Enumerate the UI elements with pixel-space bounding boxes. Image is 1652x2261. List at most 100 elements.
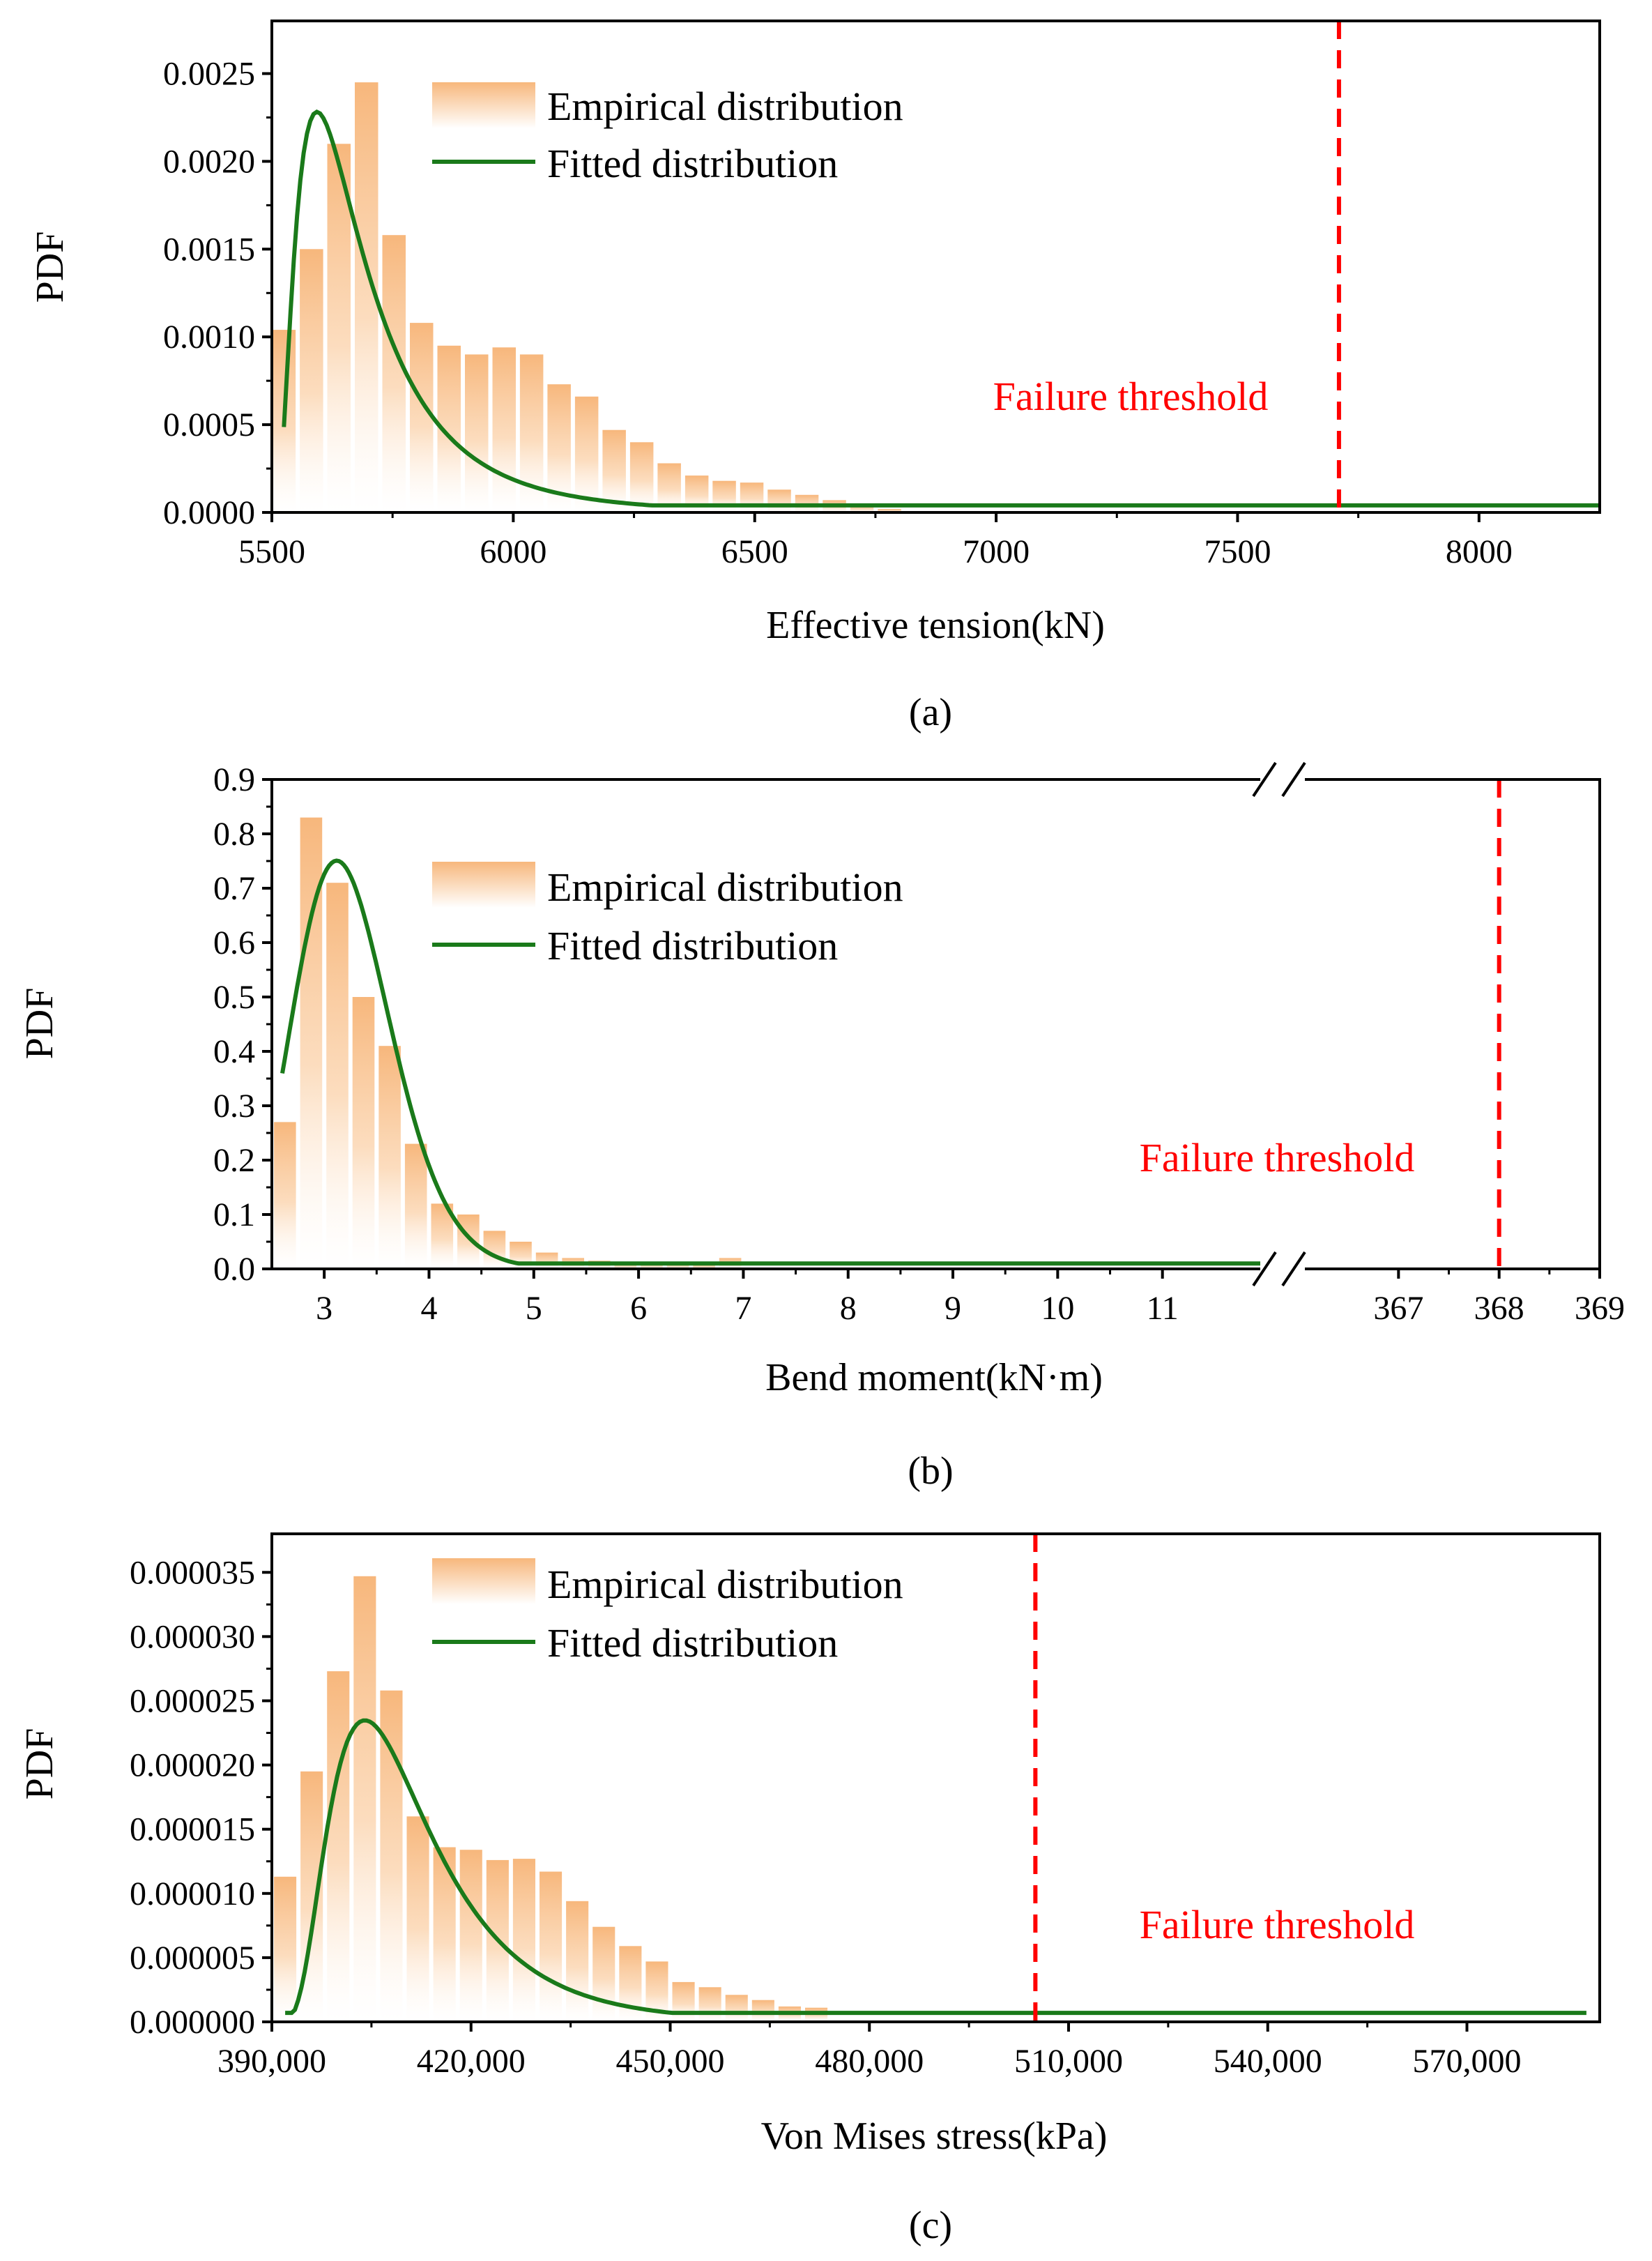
legend-empirical-label: Empirical distribution: [547, 865, 903, 910]
legend-empirical-swatch: [432, 862, 535, 908]
histogram-bar: [353, 1576, 376, 2022]
legend-empirical-label: Empirical distribution: [547, 84, 903, 129]
panel-b-ylabel: PDF: [18, 988, 61, 1060]
panel-a-caption: (a): [909, 691, 952, 734]
histogram-bar: [465, 354, 489, 512]
x-tick-label: 11: [1147, 1290, 1179, 1327]
histogram-bar: [404, 1143, 427, 1269]
panel-a-threshold-label: Failure threshold: [993, 374, 1269, 419]
panel-b-axis-break: [1252, 761, 1306, 1287]
y-tick-label: 0.3: [213, 1088, 255, 1125]
x-tick-label: 540,000: [1214, 2043, 1322, 2080]
legend-empirical-swatch: [432, 82, 535, 128]
y-tick-label: 0.000035: [130, 1554, 255, 1591]
panel-a-x-ticks: 5500 6000 6500 7000 7500 8000: [238, 512, 1513, 570]
histogram-bar: [459, 1850, 482, 2022]
panel-c-xlabel: Von Mises stress(kPa): [761, 2115, 1108, 2158]
panel-a-fitted-curve: [282, 109, 1600, 508]
x-tick-label: 368: [1474, 1290, 1524, 1327]
legend-fitted-label: Fitted distribution: [547, 1620, 838, 1666]
panel-a-y-ticks: 0.0000 0.0005 0.0010 0.0015 0.0020 0.0025: [163, 56, 272, 531]
x-tick-label: 6500: [721, 533, 788, 570]
legend-empirical-label: Empirical distribution: [547, 1562, 903, 1607]
x-tick-label: 390,000: [217, 2043, 326, 2080]
x-tick-label: 369: [1575, 1290, 1625, 1327]
x-tick-label: 4: [420, 1290, 437, 1327]
panel-b-caption: (b): [908, 1449, 953, 1493]
panel-b-fitted-curve: [280, 858, 1267, 1266]
x-tick-label: 5500: [238, 533, 305, 570]
histogram-bar: [535, 1252, 558, 1269]
y-tick-label: 0.000005: [130, 1940, 255, 1977]
panel-c-y-ticks: 0.000000 0.000005 0.000010 0.000015 0.000020…: [130, 1554, 272, 2041]
legend-empirical-swatch: [432, 1558, 535, 1604]
x-tick-label: 6000: [480, 533, 546, 570]
histogram-bar: [566, 1901, 589, 2022]
histogram-bar: [410, 323, 434, 512]
y-tick-label: 0.0005: [163, 406, 255, 443]
histogram-bar: [740, 482, 764, 512]
x-tick-label: 3: [316, 1290, 332, 1327]
panel-c-x-ticks: 390,000 420,000 450,000 480,000 510,000 540,0…: [217, 2022, 1522, 2080]
histogram-bar: [512, 1859, 535, 2022]
panel-c-ylabel: PDF: [18, 1728, 61, 1800]
y-tick-label: 0.0015: [163, 231, 255, 268]
x-tick-label: 7: [735, 1290, 751, 1327]
histogram-bar: [602, 429, 626, 512]
y-tick-label: 0.000025: [130, 1682, 255, 1719]
x-tick-label: 420,000: [417, 2043, 526, 2080]
histogram-bar: [712, 480, 736, 512]
panel-a-xlabel: Effective tension(kN): [766, 604, 1105, 647]
y-tick-label: 0.5: [213, 979, 255, 1016]
histogram-bar: [725, 1995, 748, 2022]
histogram-bar: [300, 249, 323, 512]
y-tick-label: 0.0000: [163, 494, 255, 531]
y-tick-label: 0.000000: [130, 2004, 255, 2041]
panel-a: 0.0000 0.0005 0.0010 0.0015 0.0020 0.0025 550…: [29, 20, 1601, 734]
histogram-bar: [850, 505, 874, 512]
y-tick-label: 0.0: [213, 1251, 255, 1288]
panel-b: 0.0 0.1 0.2 0.3 0.4 0.5 0.6 0.7 0.8 0.9 3 4 5 6 7 8 9 10…: [18, 761, 1625, 1493]
panel-c-bars: [274, 1576, 828, 2022]
x-tick-label: 6: [630, 1290, 647, 1327]
histogram-bar: [327, 1671, 350, 2022]
y-tick-label: 0.000010: [130, 1875, 255, 1912]
y-tick-label: 0.9: [213, 761, 255, 798]
histogram-bar: [274, 1876, 297, 2022]
x-tick-label: 7000: [963, 533, 1030, 570]
panel-c-fitted-curve: [285, 1718, 1586, 2016]
histogram-bar: [406, 1816, 429, 2022]
panel-c-plot-frame: [270, 1532, 1601, 2023]
x-tick-label: 480,000: [815, 2043, 924, 2080]
y-tick-label: 0.7: [213, 870, 255, 907]
x-tick-label: 510,000: [1014, 2043, 1123, 2080]
x-tick-label: 5: [526, 1290, 542, 1327]
panel-b-legend: Empirical distribution Fitted distributi…: [432, 862, 903, 968]
x-tick-label: 9: [944, 1290, 961, 1327]
panel-c-legend: Empirical distribution Fitted distributi…: [432, 1558, 903, 1666]
histogram-bar: [492, 347, 516, 512]
y-tick-label: 0.2: [213, 1142, 255, 1179]
legend-fitted-label: Fitted distribution: [547, 923, 838, 968]
histogram-bar: [592, 1926, 615, 2022]
histogram-bar: [274, 1122, 296, 1269]
panel-b-plot-frame: [270, 778, 1601, 1270]
histogram-bar: [666, 1263, 689, 1269]
legend-fitted-label: Fitted distribution: [547, 141, 838, 186]
histogram-bar: [641, 1263, 663, 1269]
x-tick-label: 8000: [1446, 533, 1513, 570]
panel-c-caption: (c): [909, 2204, 952, 2247]
y-tick-label: 0.4: [213, 1033, 255, 1070]
panel-a-ylabel: PDF: [29, 231, 72, 303]
panel-b-y-ticks: 0.0 0.1 0.2 0.3 0.4 0.5 0.6 0.7 0.8 0.9: [213, 761, 272, 1288]
y-tick-label: 0.0010: [163, 319, 255, 356]
y-tick-label: 0.000015: [130, 1811, 255, 1848]
panel-b-threshold-label: Failure threshold: [1140, 1135, 1415, 1180]
x-tick-label: 8: [840, 1290, 857, 1327]
panel-c-threshold-label: Failure threshold: [1140, 1902, 1415, 1947]
histogram-bar: [327, 144, 351, 513]
y-tick-label: 0.0025: [163, 56, 255, 93]
histogram-bar: [352, 997, 375, 1269]
histogram-bar: [574, 396, 599, 512]
